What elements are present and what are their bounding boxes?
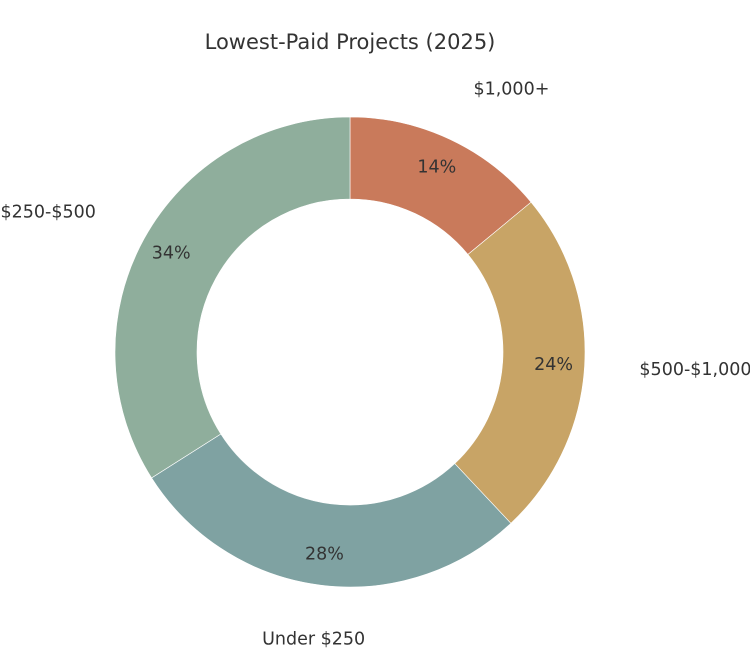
pct-label-250-500: 34%	[152, 244, 191, 264]
chart-title: Lowest-Paid Projects (2025)	[205, 30, 496, 54]
pct-label-1-000: 14%	[417, 157, 456, 177]
category-label-250-500: $250-$500	[0, 202, 95, 222]
donut-labels: 14% $1,000+ 24% $500-$1,000 28% Under $250 34%…	[0, 80, 750, 648]
pct-label-500-1-000: 24%	[534, 355, 573, 375]
slice-250-500	[114, 116, 351, 479]
slice-under-250	[151, 433, 512, 588]
category-label-500-1-000: $500-$1,000	[639, 360, 750, 380]
category-label-under-250: Under $250	[262, 630, 365, 648]
donut-slices	[114, 116, 586, 588]
pct-label-under-250: 28%	[305, 544, 344, 564]
slice-500-1-000	[454, 201, 586, 524]
category-label-1-000: $1,000+	[473, 80, 549, 100]
